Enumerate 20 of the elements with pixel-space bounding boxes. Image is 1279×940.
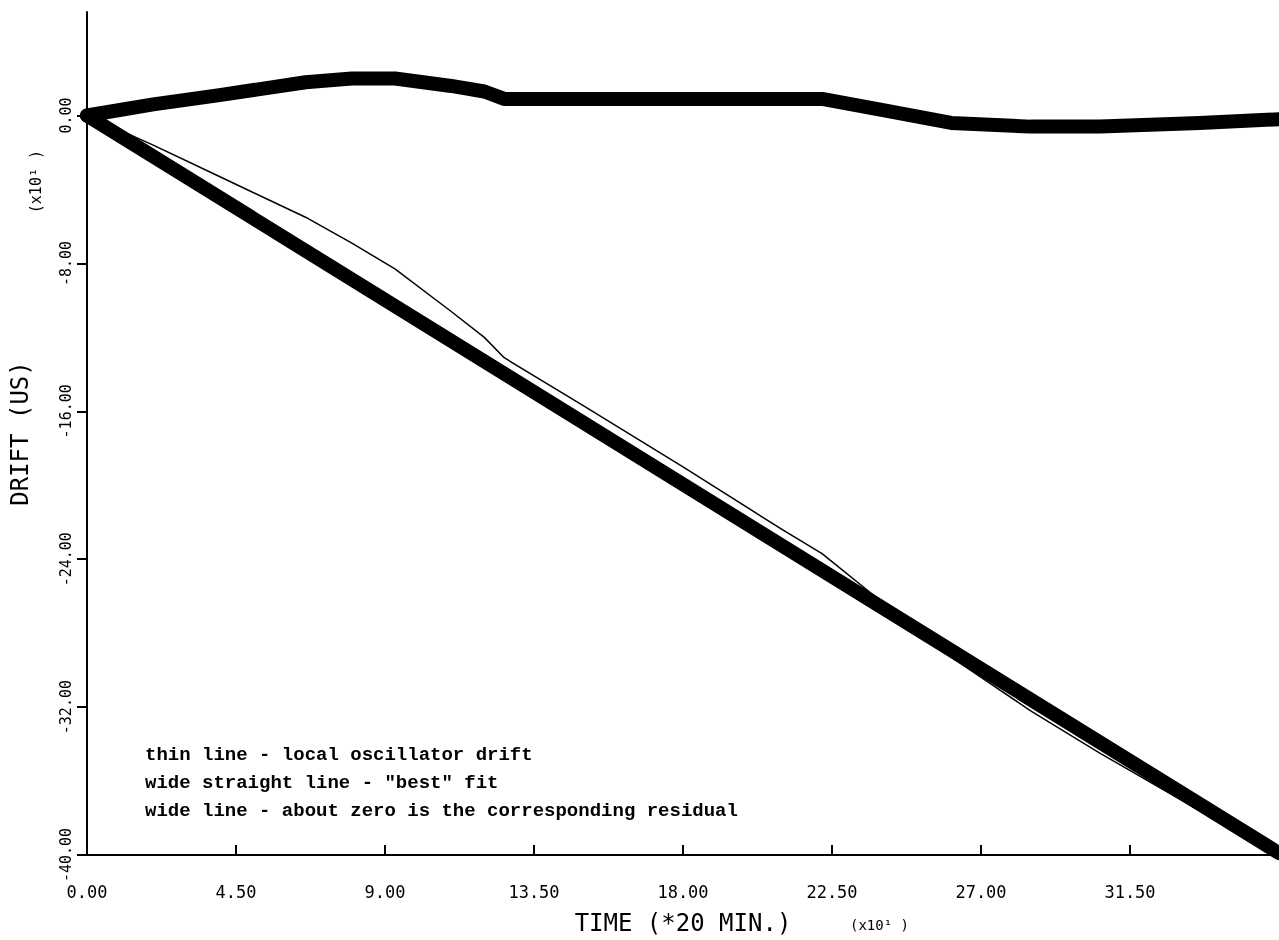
annotation: wide line - about zero is the corresponding residual — [145, 799, 738, 822]
x-tick-label: 9.00 — [364, 881, 406, 902]
text: (x10¹ ) — [26, 150, 45, 214]
text: (x10¹ ) — [850, 917, 910, 933]
y-tick-label: -16.00 — [56, 384, 75, 439]
x-axis-title: TIME (*20 MIN.) — [574, 909, 792, 937]
x-tick-label: 13.50 — [508, 881, 560, 902]
x-tick-label: 22.50 — [806, 881, 858, 902]
x-tick-label: 27.00 — [955, 881, 1007, 902]
annotation: thin line - local oscillator drift — [145, 743, 533, 766]
y-tick-label: -40.00 — [56, 827, 75, 883]
x-tick-label: 18.00 — [657, 881, 709, 902]
y-tick-label: -24.00 — [56, 532, 75, 587]
y-tick-label: 0.00 — [56, 97, 75, 134]
y-axis-title: DRIFT (US) — [6, 361, 34, 506]
x-tick-label: 4.50 — [215, 881, 257, 902]
y-tick-label: -8.00 — [56, 240, 75, 286]
x-tick-label: 31.50 — [1104, 881, 1156, 902]
annotation: wide straight line - "best" fit — [145, 771, 499, 794]
y-tick-label: -32.00 — [56, 680, 75, 735]
